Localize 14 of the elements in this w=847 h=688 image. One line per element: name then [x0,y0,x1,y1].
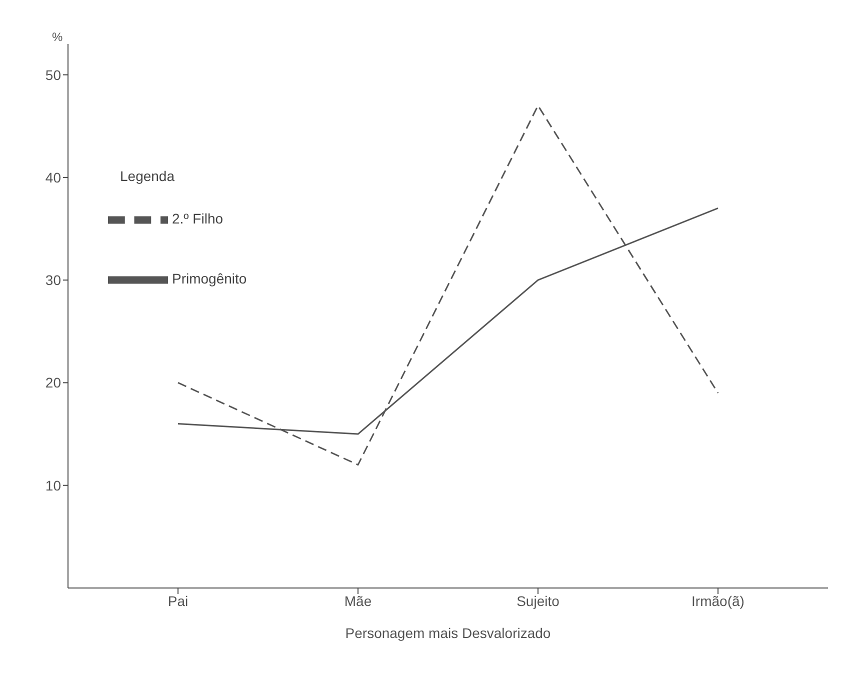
x-tick-label: Sujeito [516,592,560,609]
x-tick-label: Irmão(ã) [692,592,744,609]
y-tick-label: 40 [45,169,62,186]
y-tick-label: 10 [45,477,62,494]
y-tick-label: 50 [45,66,62,83]
y-tick-label: 30 [45,272,62,288]
legend-label: 2.º Filho [172,210,224,227]
legend-label: Primogênito [172,270,247,287]
x-tick-label: Mãe [344,592,372,609]
x-axis-title: Personagem mais Desvalorizado [345,625,551,641]
y-axis-title: % [52,30,63,44]
x-tick-label: Pai [168,592,188,609]
legend-title: Legenda [120,168,175,184]
y-tick-label: 20 [45,374,62,391]
